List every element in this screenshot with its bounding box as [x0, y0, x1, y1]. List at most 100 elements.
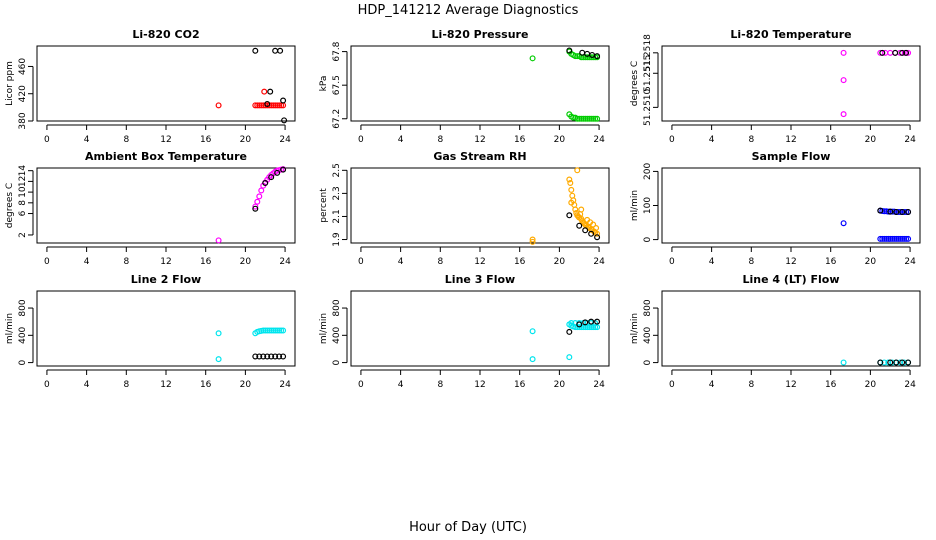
y-tick-label: 800 [643, 299, 653, 316]
series-s2 [252, 47, 288, 124]
y-axis-label: ml/min [630, 313, 640, 344]
data-point [566, 47, 573, 54]
data-point [840, 49, 847, 56]
data-point [276, 102, 283, 109]
data-point [566, 176, 573, 183]
data-point [901, 208, 908, 215]
x-tick-label: 12 [785, 380, 796, 390]
data-point [897, 359, 904, 366]
x-tick-label: 4 [709, 257, 715, 267]
data-point [272, 47, 279, 54]
series-s1 [840, 49, 912, 118]
x-tick-label: 24 [279, 380, 291, 390]
y-tick-label: 0 [643, 236, 653, 242]
x-tick-label: 20 [865, 257, 877, 267]
panel-li-820-pressure: Li-820 Pressure 0 4 8 12 16 20 24 67.2 67.5 67.8 kP… [319, 28, 610, 145]
series-s2 [566, 212, 601, 241]
data-point [899, 49, 906, 56]
y-axis-label: Licor ppm [5, 61, 15, 106]
data-point [256, 193, 263, 200]
y-axis-label: kPa [319, 76, 329, 92]
data-point [280, 353, 287, 360]
plot-frame [661, 167, 921, 244]
x-tick-label: 8 [437, 257, 443, 267]
panel-title: Gas Stream RH [433, 150, 526, 163]
data-point [278, 327, 285, 334]
plot-frame [350, 167, 610, 244]
x-tick-label: 8 [437, 135, 443, 145]
x-tick-label: 12 [785, 257, 796, 267]
x-tick-label: 20 [554, 135, 566, 145]
data-point [584, 324, 591, 331]
data-point [572, 53, 579, 60]
x-tick-label: 12 [474, 257, 485, 267]
data-point [582, 319, 589, 326]
series-s1 [215, 166, 287, 244]
x-tick-label: 16 [825, 380, 837, 390]
data-point [889, 359, 896, 366]
data-point [889, 235, 896, 242]
x-tick-label: 4 [709, 380, 715, 390]
data-point [879, 235, 886, 242]
data-point [895, 208, 902, 215]
data-point [274, 327, 281, 334]
data-point [592, 324, 599, 331]
data-point [215, 356, 222, 363]
data-point [895, 235, 902, 242]
data-point [276, 327, 283, 334]
data-point [277, 47, 284, 54]
y-tick-label: 51.2510 [643, 88, 653, 125]
series-s2 [877, 207, 912, 215]
y-tick-label: 8 [18, 200, 28, 206]
panel-title: Line 2 Flow [131, 273, 201, 286]
data-point [270, 327, 277, 334]
data-point [252, 205, 259, 212]
data-point [572, 324, 579, 331]
x-tick-label: 24 [279, 257, 291, 267]
data-point [903, 235, 910, 242]
data-point [252, 47, 259, 54]
data-point [594, 53, 601, 60]
y-axis-label: ml/min [630, 190, 640, 221]
plot-frame [36, 45, 296, 122]
data-point [256, 353, 263, 360]
data-point [568, 186, 575, 193]
x-tick-label: 0 [44, 257, 50, 267]
y-tick-label: 0 [18, 359, 28, 365]
x-tick-label: 4 [84, 257, 90, 267]
data-point [879, 49, 886, 56]
data-point [267, 88, 274, 95]
series-s2 [879, 49, 910, 56]
data-point [276, 353, 283, 360]
x-tick-label: 0 [358, 380, 364, 390]
x-tick-label: 24 [593, 380, 605, 390]
y-axis-label: percent [319, 188, 329, 223]
series-s1 [215, 327, 287, 363]
data-point [215, 330, 222, 337]
data-point [280, 166, 287, 173]
data-point [887, 49, 894, 56]
panel-title: Line 3 Flow [445, 273, 515, 286]
data-point [258, 102, 265, 109]
data-point [258, 187, 265, 194]
x-tick-label: 16 [200, 257, 212, 267]
data-point [569, 192, 576, 199]
data-point [578, 206, 585, 213]
data-point [274, 102, 281, 109]
data-point [881, 359, 888, 366]
plot-frame [661, 290, 921, 367]
data-point [215, 102, 222, 109]
data-point [588, 318, 595, 325]
data-point [590, 221, 597, 228]
y-tick-label: 400 [18, 326, 28, 343]
series-s2 [566, 318, 601, 335]
data-point [215, 237, 222, 244]
x-tick-label: 20 [240, 135, 252, 145]
plot-frame [36, 167, 296, 244]
x-tick-label: 8 [748, 257, 754, 267]
